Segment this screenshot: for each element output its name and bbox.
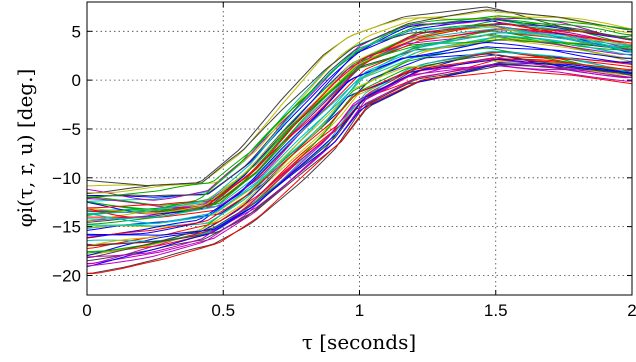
y-tick-labels: −20 −15 −10 −5 0 5 (52, 22, 81, 285)
series-line (87, 46, 632, 235)
x-tick-label: 1 (355, 301, 364, 320)
series-line (87, 22, 632, 209)
series-line (87, 15, 632, 198)
series-line (87, 57, 632, 238)
series-line (87, 38, 632, 225)
y-tick-label: −5 (62, 120, 81, 139)
series-line (87, 58, 632, 236)
series-line (87, 35, 632, 226)
series-line (87, 64, 632, 247)
grid (87, 2, 632, 295)
x-tick-label: 0.5 (211, 301, 235, 320)
x-tick-label: 0 (82, 301, 91, 320)
x-tick-label: 2 (627, 301, 636, 320)
y-tick-label: −20 (52, 266, 81, 285)
series-line (87, 69, 632, 275)
x-tick-label: 1.5 (484, 301, 508, 320)
series-line (87, 64, 632, 267)
x-tick-labels: 0 0.5 1 1.5 2 (82, 301, 636, 320)
series-line (87, 31, 632, 220)
series-lines (87, 6, 632, 275)
y-axis-label: φi(τ, r, u) [deg.] (13, 69, 37, 228)
series-line (87, 58, 632, 258)
series-line (87, 25, 632, 214)
series-line (87, 26, 632, 215)
series-line (87, 32, 632, 218)
series-line (87, 15, 632, 194)
series-line (87, 34, 632, 222)
y-tick-label: 0 (72, 71, 81, 90)
y-tick-label: 5 (72, 22, 81, 41)
y-tick-label: −15 (52, 218, 81, 237)
series-line (87, 9, 632, 187)
y-tick-label: −10 (52, 169, 81, 188)
x-axis-label: τ [seconds] (302, 330, 416, 354)
ticks (86, 2, 633, 295)
